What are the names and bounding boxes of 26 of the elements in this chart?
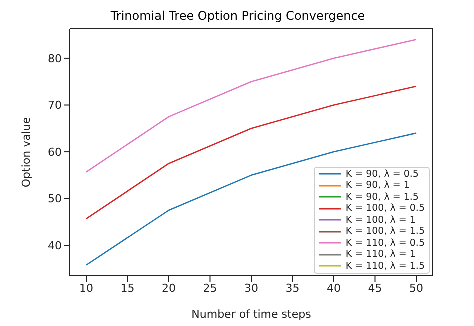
y-tick-label: 60 [48, 146, 62, 159]
legend-label: K = 90, λ = 1.5 [346, 192, 419, 203]
y-tick-label: 80 [48, 52, 62, 66]
y-tick-label: 50 [48, 192, 62, 206]
chart-title: Trinomial Tree Option Pricing Convergence [110, 8, 366, 24]
y-tick-label: 40 [48, 240, 62, 252]
legend-label: K = 100, λ = 1 [346, 214, 416, 226]
y-axis-title: Option value [20, 117, 33, 188]
x-tick-label: 25 [203, 282, 218, 295]
x-tick-label: 10 [80, 282, 94, 295]
legend-label: K = 90, λ = 1 [346, 180, 410, 192]
y-tick-label: 70 [48, 99, 62, 112]
legend-label: K = 110, λ = 1.5 [346, 260, 425, 272]
x-tick-label: 35 [286, 282, 300, 295]
legend-label: K = 110, λ = 0.5 [346, 238, 425, 249]
legend-label: K = 90, λ = 0.5 [346, 168, 419, 180]
x-tick-label: 40 [327, 282, 341, 295]
x-axis-title: Number of time steps [192, 308, 312, 321]
legend-label: K = 100, λ = 1.5 [346, 226, 425, 238]
x-tick-label: 15 [120, 282, 135, 295]
x-tick-label: 20 [162, 282, 176, 295]
x-tick-label: 45 [368, 282, 382, 295]
x-tick-label: 30 [244, 282, 258, 295]
legend-label: K = 100, λ = 0.5 [346, 203, 425, 214]
x-tick-label: 50 [410, 282, 424, 295]
legend-label: K = 110, λ = 1 [346, 249, 416, 260]
